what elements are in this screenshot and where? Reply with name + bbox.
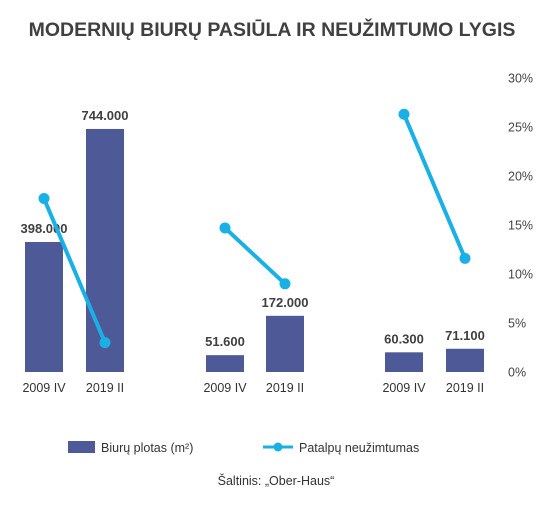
legend-line-label: Patalpų neužimtumas: [299, 441, 419, 455]
bar-value-label: 744.000: [82, 108, 129, 123]
source-note: Šaltinis: „Ober-Haus“: [218, 473, 335, 488]
right-axis-tick-label: 30%: [508, 72, 533, 86]
right-axis: 0% 5% 10% 15% 20% 25% 30%: [508, 72, 533, 380]
x-tick-label: 2009 IV: [203, 381, 247, 395]
vacancy-point: [398, 108, 410, 120]
bar-value-label: 172.000: [262, 295, 309, 310]
bar-value-label: 60.300: [384, 331, 424, 346]
legend-bar-label: Biurų plotas (m²): [101, 441, 193, 455]
vacancy-line-segment: [402, 112, 467, 261]
x-tick-label: 2009 IV: [382, 381, 426, 395]
bar: [86, 128, 124, 372]
bar: [25, 241, 63, 372]
legend-line-marker: [273, 442, 283, 452]
legend: Biurų plotas (m²) Patalpų neužimtumas: [68, 441, 419, 455]
bar: [206, 355, 244, 372]
vacancy-point: [459, 252, 471, 264]
vacancy-point: [99, 337, 111, 349]
vacancy-point: [38, 193, 50, 205]
vacancy-point: [219, 222, 231, 234]
vacancy-line-segment: [42, 196, 107, 345]
bar: [385, 352, 423, 372]
right-axis-tick-label: 10%: [508, 268, 533, 282]
bar-value-label: 71.100: [445, 328, 485, 343]
right-axis-tick-label: 20%: [508, 170, 533, 184]
legend-bar-swatch: [68, 441, 95, 453]
bar-layer: [25, 128, 484, 372]
bar-value-label: 51.600: [205, 334, 245, 349]
line-layer: [38, 108, 471, 349]
right-axis-tick-label: 25%: [508, 121, 533, 135]
x-axis-ticks: 2009 IV 2019 II 2009 IV 2019 II 2009 IV 2019 …: [22, 381, 484, 395]
right-axis-tick-label: 5%: [508, 317, 526, 331]
x-tick-label: 2019 II: [266, 381, 304, 395]
right-axis-tick-label: 15%: [508, 219, 533, 233]
vacancy-point: [279, 278, 291, 290]
x-tick-label: 2019 II: [446, 381, 484, 395]
bar: [266, 315, 304, 372]
vacancy-line-segment: [223, 225, 287, 286]
right-axis-tick-label: 0%: [508, 366, 526, 380]
chart-title: MODERNIŲ BIURŲ PASIŪLA IR NEUŽIMTUMO LYG…: [29, 17, 516, 41]
x-tick-label: 2009 IV: [22, 381, 66, 395]
bar: [446, 348, 484, 372]
x-tick-label: 2019 II: [86, 381, 124, 395]
